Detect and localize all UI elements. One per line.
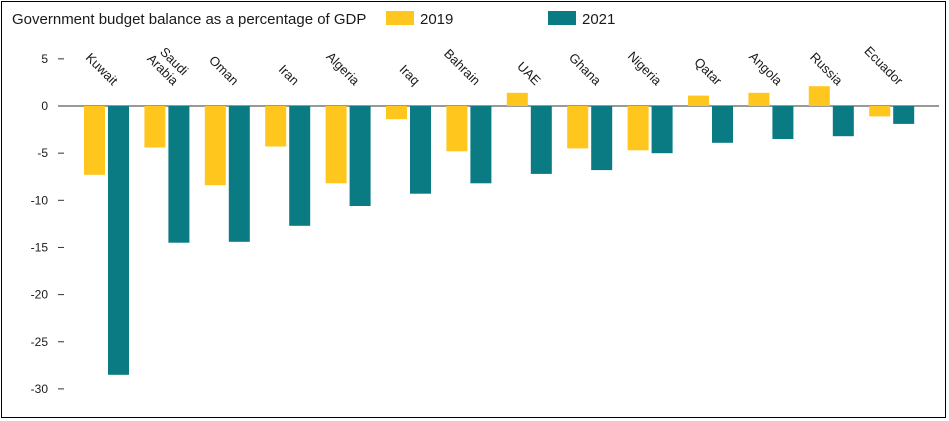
- category-label-qatar: Qatar: [691, 55, 725, 89]
- bar-2019-oman: [204, 106, 226, 186]
- bar-2021-ghana: [591, 106, 613, 171]
- bar-2019-kuwait: [84, 106, 105, 175]
- category-label-kuwait: Kuwait: [83, 50, 121, 88]
- bar-2021-angola: [772, 106, 794, 139]
- category-label-nigeria: Nigeria: [625, 48, 665, 88]
- bar-2019-angola: [748, 92, 770, 106]
- legend: 2019 2021: [386, 11, 615, 28]
- bar-2021-qatar: [712, 106, 733, 143]
- y-tick-label: -10: [31, 193, 49, 207]
- bar-2021-iraq: [410, 106, 431, 194]
- category-label-oman: Oman: [206, 52, 242, 88]
- bar-2021-bahrain: [470, 106, 492, 184]
- category-label-uae: UAE: [514, 59, 544, 89]
- bar-2019-saudi-arabia: [144, 106, 166, 148]
- bar-2019-ghana: [567, 106, 589, 149]
- category-label-angola: Angola: [746, 49, 786, 89]
- bar-2019-qatar: [688, 95, 709, 106]
- category-label-iran: Iran: [276, 62, 302, 88]
- y-tick-label: -30: [31, 382, 49, 396]
- category-label-algeria: Algeria: [323, 49, 363, 89]
- category-label-bahrain: Bahrain: [441, 46, 483, 88]
- y-axis: 5 0 -5 -10 -15 -20 -25 -30: [31, 52, 939, 396]
- bar-2021-saudi-arabia: [168, 106, 190, 243]
- bar-2021-oman: [228, 106, 250, 242]
- category-label-saudi-arabia: SaudiArabia: [144, 41, 192, 89]
- bar-2021-uae: [530, 106, 552, 174]
- bar-2019-iraq: [386, 106, 407, 120]
- legend-label-2021: 2021: [582, 11, 615, 28]
- category-label-ghana: Ghana: [566, 50, 605, 89]
- bar-2019-iran: [265, 106, 287, 147]
- bar-2021-russia: [832, 106, 854, 137]
- legend-swatch-2021: [548, 11, 576, 25]
- category-label-iraq: Iraq: [397, 62, 423, 88]
- bar-2019-russia: [808, 86, 830, 106]
- y-tick-label: 0: [41, 99, 48, 113]
- bars: [84, 86, 915, 375]
- y-tick-label: 5: [41, 52, 48, 66]
- bar-2021-iran: [289, 106, 311, 226]
- chart-title: Government budget balance as a percentag…: [12, 11, 366, 28]
- bar-2021-nigeria: [651, 106, 673, 154]
- bar-2019-ecuador: [869, 106, 891, 117]
- legend-label-2019: 2019: [420, 11, 453, 28]
- y-tick-label: -20: [31, 288, 49, 302]
- y-tick-label: -25: [31, 335, 49, 349]
- category-labels: Kuwait SaudiArabia Oman Iran Algeria Iraq Bahr…: [83, 41, 907, 89]
- bar-2019-algeria: [325, 106, 347, 184]
- bar-2019-bahrain: [446, 106, 468, 152]
- category-label-ecuador: Ecuador: [861, 43, 906, 88]
- bar-2021-kuwait: [108, 106, 129, 375]
- category-label-russia: Russia: [807, 49, 846, 88]
- bar-2019-uae: [506, 92, 528, 106]
- y-tick-label: -15: [31, 240, 49, 254]
- legend-swatch-2019: [386, 11, 414, 25]
- y-tick-label: -5: [37, 146, 48, 160]
- bar-2019-nigeria: [627, 106, 649, 151]
- bar-2021-ecuador: [893, 106, 915, 124]
- bar-2021-algeria: [349, 106, 371, 206]
